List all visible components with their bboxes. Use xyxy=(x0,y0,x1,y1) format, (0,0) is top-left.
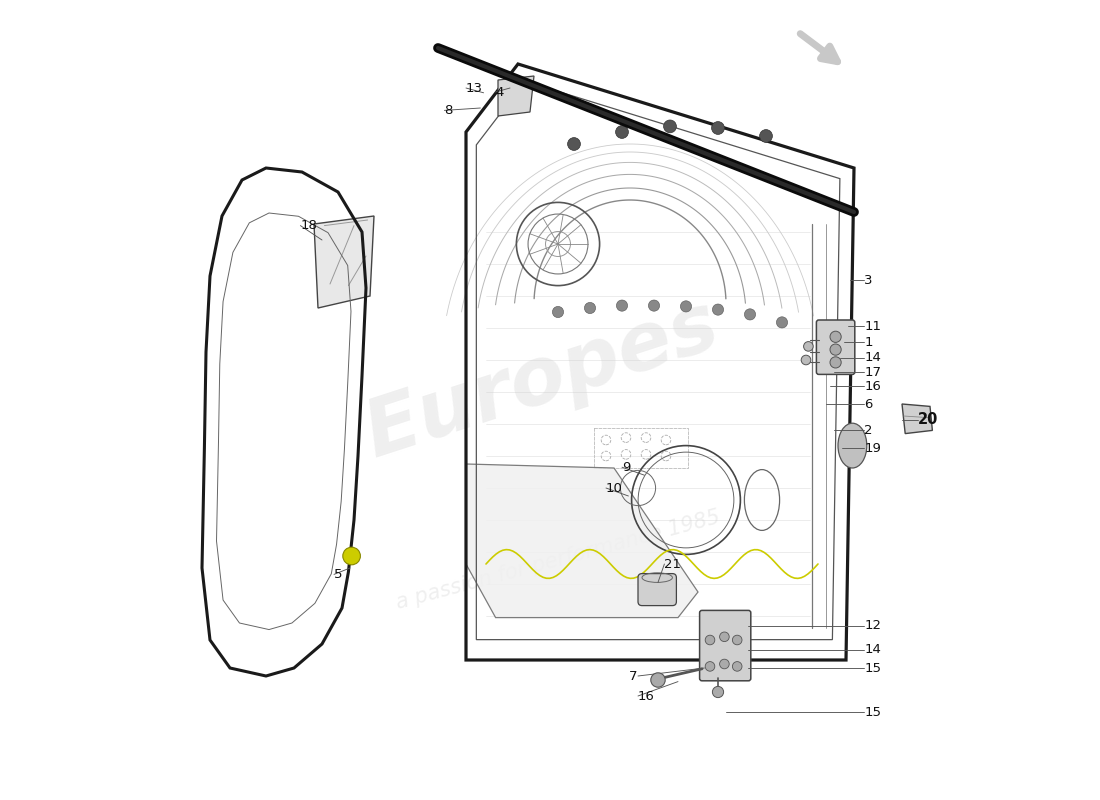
Text: 4: 4 xyxy=(496,86,504,98)
Text: 20: 20 xyxy=(918,413,938,427)
Circle shape xyxy=(616,126,628,138)
Text: 17: 17 xyxy=(865,366,881,378)
Circle shape xyxy=(584,302,595,314)
Circle shape xyxy=(713,304,724,315)
Ellipse shape xyxy=(838,423,867,468)
Circle shape xyxy=(648,300,660,311)
FancyBboxPatch shape xyxy=(816,320,855,374)
Text: 16: 16 xyxy=(638,690,654,702)
Circle shape xyxy=(777,317,788,328)
Circle shape xyxy=(552,306,563,318)
Polygon shape xyxy=(314,216,374,308)
Text: 16: 16 xyxy=(865,380,881,393)
Text: 15: 15 xyxy=(865,706,881,718)
Text: 3: 3 xyxy=(865,274,873,286)
Polygon shape xyxy=(498,76,534,116)
Circle shape xyxy=(733,662,742,671)
Text: 2: 2 xyxy=(865,424,873,437)
Circle shape xyxy=(745,309,756,320)
Text: 7: 7 xyxy=(628,670,637,682)
Text: 18: 18 xyxy=(300,219,317,232)
Circle shape xyxy=(719,632,729,642)
Circle shape xyxy=(343,547,361,565)
Circle shape xyxy=(663,120,676,133)
Circle shape xyxy=(651,673,666,687)
Text: 11: 11 xyxy=(865,320,881,333)
Polygon shape xyxy=(466,464,698,618)
Polygon shape xyxy=(902,404,933,434)
Text: 14: 14 xyxy=(865,351,881,364)
Text: a passion for performance 1985: a passion for performance 1985 xyxy=(394,507,723,613)
Text: 12: 12 xyxy=(865,619,881,632)
Text: 13: 13 xyxy=(466,82,483,94)
Circle shape xyxy=(681,301,692,312)
Text: 6: 6 xyxy=(865,398,872,410)
Circle shape xyxy=(830,357,842,368)
Text: 14: 14 xyxy=(865,643,881,656)
FancyBboxPatch shape xyxy=(700,610,751,681)
Circle shape xyxy=(719,659,729,669)
Text: 21: 21 xyxy=(664,558,681,570)
Circle shape xyxy=(733,635,742,645)
Text: 19: 19 xyxy=(865,442,881,454)
Text: 5: 5 xyxy=(334,568,342,581)
Circle shape xyxy=(760,130,772,142)
Text: Europes: Europes xyxy=(355,286,728,474)
Text: 8: 8 xyxy=(444,104,453,117)
Circle shape xyxy=(713,686,724,698)
FancyBboxPatch shape xyxy=(638,574,676,606)
Circle shape xyxy=(712,122,725,134)
Circle shape xyxy=(568,138,581,150)
Circle shape xyxy=(801,355,811,365)
Text: 15: 15 xyxy=(865,662,881,674)
Circle shape xyxy=(705,662,715,671)
Circle shape xyxy=(705,635,715,645)
Text: 10: 10 xyxy=(606,482,623,494)
Circle shape xyxy=(804,342,813,351)
Text: 9: 9 xyxy=(621,461,630,474)
Circle shape xyxy=(830,344,842,355)
Text: 1: 1 xyxy=(865,336,873,349)
Circle shape xyxy=(830,331,842,342)
Circle shape xyxy=(616,300,628,311)
